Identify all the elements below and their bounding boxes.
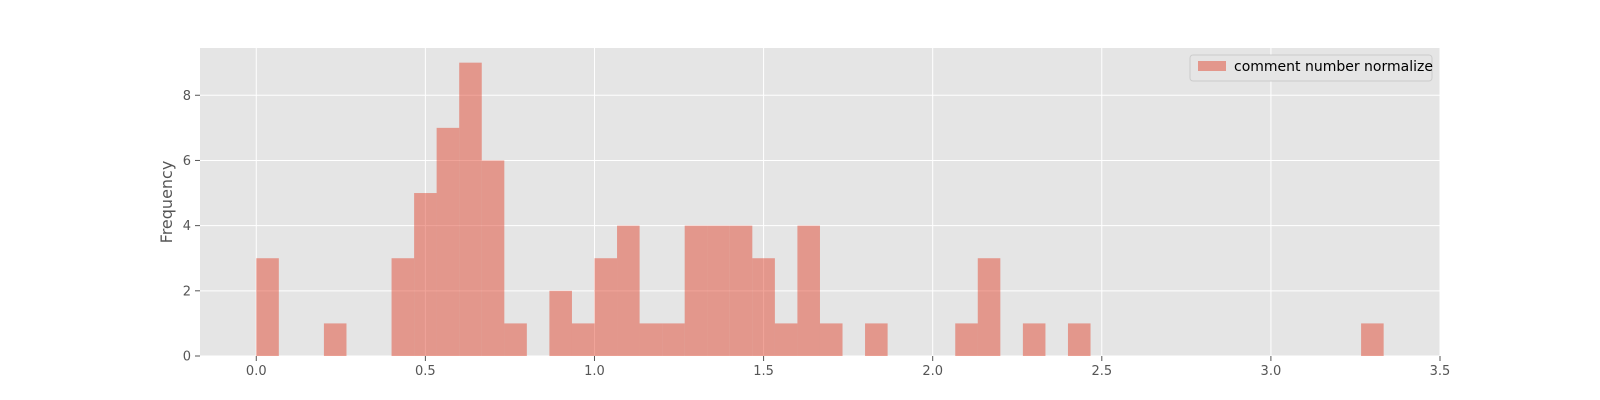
y-tick-label: 8 [183, 89, 191, 104]
histogram-bar [819, 323, 843, 356]
histogram-bar [391, 258, 415, 356]
histogram-bars [256, 62, 1384, 357]
histogram-bar [684, 225, 708, 356]
histogram-bar [459, 62, 482, 357]
x-tick-label: 2.5 [1091, 364, 1112, 379]
y-axis-ticks: 0 2 4 6 8 [183, 89, 200, 365]
y-tick-label: 2 [183, 284, 191, 299]
histogram-bar [865, 323, 888, 356]
histogram-bar [594, 258, 618, 356]
histogram-bar [977, 258, 1001, 356]
histogram-bar [504, 323, 527, 356]
y-axis-label: Frequency [157, 161, 176, 244]
x-tick-label: 1.5 [753, 364, 774, 379]
x-axis-ticks: 0.0 0.5 1.0 1.5 2.0 2.5 3.0 3.5 [246, 356, 1450, 379]
histogram-bar [729, 225, 753, 356]
histogram-bar [1067, 323, 1091, 356]
histogram-bar [481, 160, 505, 356]
histogram-bar [323, 323, 347, 356]
x-tick-label: 2.0 [922, 364, 943, 379]
histogram-bar [1361, 323, 1384, 356]
histogram-bar [707, 225, 730, 356]
histogram-bar [797, 225, 820, 356]
y-tick-label: 0 [183, 350, 191, 365]
histogram-bar [752, 258, 775, 356]
legend-swatch [1198, 61, 1226, 71]
histogram-bar [256, 258, 279, 356]
histogram-bar [436, 127, 460, 356]
histogram-bar [617, 225, 640, 356]
plot-area [200, 48, 1440, 356]
histogram-bar [639, 323, 663, 356]
legend-label: comment number normalize [1234, 59, 1433, 75]
histogram-bar [662, 323, 685, 356]
histogram-bar [1022, 323, 1046, 356]
histogram-bar [774, 323, 798, 356]
x-tick-label: 3.0 [1261, 364, 1282, 379]
histogram-bar [571, 323, 595, 356]
histogram-bar [955, 323, 978, 356]
y-tick-label: 6 [183, 154, 191, 169]
histogram-bar [414, 193, 437, 356]
y-tick-label: 4 [183, 219, 191, 234]
legend-box [1189, 54, 1433, 82]
x-tick-label: 3.5 [1430, 364, 1451, 379]
x-tick-label: 1.0 [584, 364, 605, 379]
x-tick-label: 0.0 [246, 364, 267, 379]
histogram-bar [549, 290, 572, 356]
legend: comment number normalize [1189, 54, 1433, 82]
x-tick-label: 0.5 [415, 364, 436, 379]
